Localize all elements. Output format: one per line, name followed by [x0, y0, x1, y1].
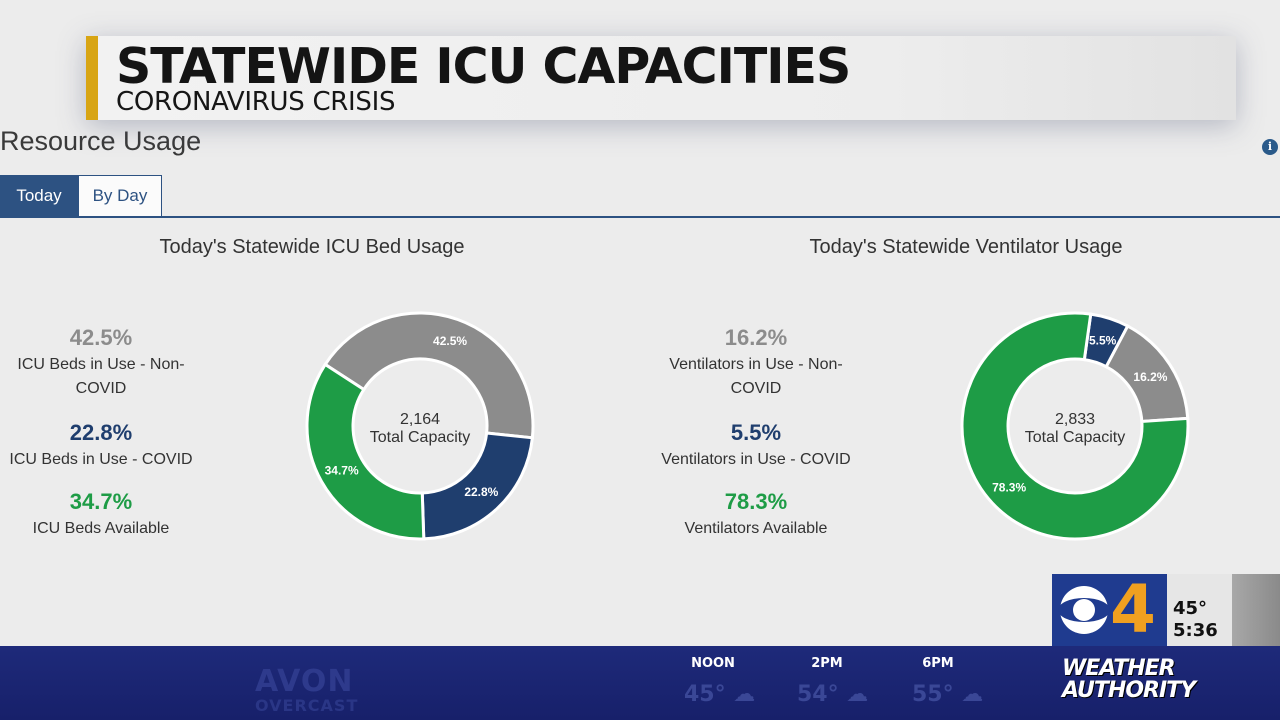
partly-cloudy-icon: ☁	[961, 682, 984, 707]
vent-legend-item-covid: 5.5% Ventilators in Use - COVID	[641, 420, 871, 472]
tab-underline	[0, 216, 1280, 218]
banner-subtitle: CORONAVIRUS CRISIS	[116, 87, 396, 117]
donut-slice[interactable]	[305, 362, 426, 541]
partly-cloudy-icon: ☁	[733, 682, 756, 707]
center-total-value: 2,164	[400, 411, 440, 428]
cbs-eye-icon	[1058, 586, 1110, 634]
vent-legend-pct: 16.2%	[724, 325, 788, 350]
current-temperature: 45°	[1173, 598, 1208, 619]
icu-legend-pct: 22.8%	[69, 420, 133, 445]
ticker-city: AVON	[255, 664, 354, 699]
icu-legend-item-covid: 22.8% ICU Beds in Use - COVID	[0, 420, 216, 472]
forecast-temp: 45° ☁	[684, 682, 774, 707]
icu-legend-pct: 34.7%	[69, 489, 133, 514]
slice-data-label: 42.5%	[433, 334, 467, 348]
slice-data-label: 5.5%	[1089, 333, 1117, 347]
cloud-icon: ☁	[846, 682, 869, 707]
info-icon[interactable]: i	[1262, 139, 1278, 155]
icu-chart-title: Today's Statewide ICU Bed Usage	[159, 236, 465, 258]
current-time: 5:36	[1173, 620, 1218, 641]
icu-legend-label: ICU Beds Available	[32, 520, 170, 537]
vent-legend-label: Ventilators in Use - Non-COVID	[669, 356, 843, 397]
icu-legend-label: ICU Beds in Use - Non-COVID	[17, 356, 185, 397]
banner-title: STATEWIDE ICU CAPACITIES	[116, 38, 851, 95]
ticker-condition: OVERCAST	[255, 696, 359, 715]
vent-legend-item-non-covid: 16.2% Ventilators in Use - Non-COVID	[641, 325, 871, 401]
brand-line-2: AUTHORITY	[1062, 678, 1196, 703]
icu-legend-pct: 42.5%	[69, 325, 133, 350]
vent-legend-label: Ventilators Available	[684, 520, 828, 537]
icu-legend-item-available: 34.7% ICU Beds Available	[0, 489, 216, 541]
tab-by-day[interactable]: By Day	[78, 175, 162, 217]
current-conditions: 45° 5:36	[1167, 574, 1232, 646]
forecast-temp-value: 55°	[912, 682, 954, 707]
channel-number: 4	[1110, 571, 1156, 648]
center-total-value: 2,833	[1055, 411, 1095, 428]
station-logo: 4	[1052, 574, 1167, 646]
ventilator-chart-title: Today's Statewide Ventilator Usage	[809, 236, 1123, 258]
icu-legend-item-non-covid: 42.5% ICU Beds in Use - Non-COVID	[0, 325, 216, 401]
weather-ticker: AVON OVERCAST NOON 45° ☁ 2PM 54° ☁ 6PM 5…	[0, 646, 1280, 720]
vent-legend-label: Ventilators in Use - COVID	[661, 451, 851, 468]
vent-legend-pct: 5.5%	[730, 420, 782, 445]
title-banner: STATEWIDE ICU CAPACITIES CORONAVIRUS CRI…	[86, 36, 1236, 120]
forecast-time: 6PM	[922, 656, 954, 671]
forecast-temp-value: 45°	[684, 682, 726, 707]
icu-legend-label: ICU Beds in Use - COVID	[9, 451, 193, 468]
forecast-temp-value: 54°	[797, 682, 839, 707]
vent-legend-item-available: 78.3% Ventilators Available	[641, 489, 871, 541]
donut-slice[interactable]	[960, 311, 1190, 541]
forecast-time: NOON	[691, 656, 735, 671]
slice-data-label: 16.2%	[1133, 370, 1167, 384]
vent-legend-pct: 78.3%	[724, 489, 788, 514]
brand-line-1: WEATHER	[1062, 656, 1176, 681]
center-total-label: Total Capacity	[1025, 429, 1126, 446]
page-title: Resource Usage	[0, 126, 202, 156]
banner-accent-bar	[86, 36, 98, 120]
tab-today[interactable]: Today	[0, 175, 78, 217]
forecast-time: 2PM	[811, 656, 843, 671]
forecast-temp: 54° ☁	[797, 682, 887, 707]
slice-data-label: 78.3%	[992, 480, 1026, 494]
donut-slice[interactable]	[323, 311, 535, 440]
center-total-label: Total Capacity	[370, 429, 471, 446]
weather-authority-brand: WEATHER AUTHORITY	[1062, 656, 1196, 703]
slice-data-label: 22.8%	[464, 485, 498, 499]
forecast-temp: 55° ☁	[912, 682, 1002, 707]
slice-data-label: 34.7%	[325, 463, 359, 477]
logo-side-panel	[1232, 574, 1280, 646]
